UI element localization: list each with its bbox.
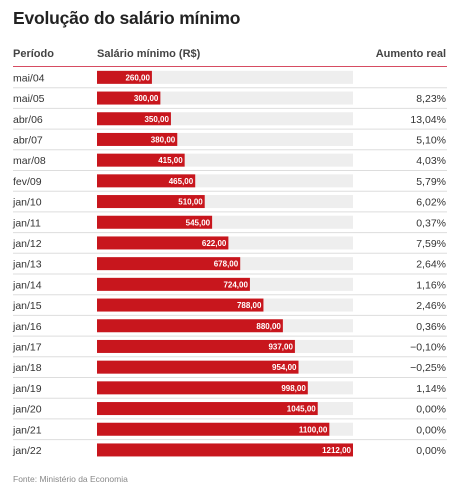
header-divider bbox=[13, 66, 447, 67]
period-label: jan/19 bbox=[12, 383, 42, 395]
period-label: jan/21 bbox=[12, 424, 42, 436]
real-raise-label: 2,46% bbox=[416, 300, 446, 312]
salary-bar bbox=[97, 153, 185, 167]
real-raise-label: 8,23% bbox=[416, 93, 446, 105]
period-label: jan/16 bbox=[12, 321, 42, 333]
bar-value-label: 937,00 bbox=[268, 342, 293, 351]
real-raise-label: 4,03% bbox=[416, 155, 446, 167]
real-raise-label: 5,79% bbox=[416, 176, 446, 188]
header-period: Período bbox=[13, 48, 54, 60]
salary-bar bbox=[97, 339, 295, 353]
salary-bar bbox=[97, 319, 283, 333]
chart-title: Evolução do salário mínimo bbox=[13, 8, 241, 28]
bar-value-label: 954,00 bbox=[272, 363, 297, 372]
real-raise-label: 0,37% bbox=[416, 217, 446, 229]
salary-bar bbox=[97, 215, 213, 229]
real-raise-label: 0,00% bbox=[416, 424, 446, 436]
period-label: jan/13 bbox=[12, 259, 42, 271]
bar-value-label: 622,00 bbox=[202, 239, 227, 248]
bar-value-label: 350,00 bbox=[144, 115, 169, 124]
salary-bar bbox=[97, 402, 318, 416]
real-raise-label: 1,16% bbox=[416, 279, 446, 291]
salary-bar bbox=[97, 132, 178, 146]
bar-value-label: 678,00 bbox=[214, 260, 239, 269]
bar-value-label: 260,00 bbox=[125, 73, 150, 82]
salary-bar bbox=[97, 91, 161, 105]
real-raise-label: 0,00% bbox=[416, 404, 446, 416]
period-label: jan/11 bbox=[12, 217, 41, 229]
salary-bar bbox=[97, 70, 152, 84]
period-label: mai/05 bbox=[13, 93, 45, 105]
bar-value-label: 1100,00 bbox=[299, 425, 328, 434]
bar-value-label: 1045,00 bbox=[287, 405, 316, 414]
bar-track bbox=[97, 70, 353, 84]
bar-value-label: 788,00 bbox=[237, 301, 262, 310]
real-raise-label: 5,10% bbox=[416, 134, 446, 146]
real-raise-label: 1,14% bbox=[416, 383, 446, 395]
salary-bar bbox=[97, 381, 308, 395]
salary-bar bbox=[97, 443, 353, 457]
bar-track bbox=[97, 91, 353, 105]
bar-value-label: 415,00 bbox=[158, 156, 183, 165]
salary-bar bbox=[97, 236, 229, 250]
period-label: jan/20 bbox=[12, 404, 42, 416]
salary-bar bbox=[97, 257, 241, 271]
period-label: mar/08 bbox=[13, 155, 46, 167]
bar-value-label: 545,00 bbox=[186, 218, 211, 227]
header-salary: Salário mínimo (R$) bbox=[97, 48, 201, 60]
real-raise-label: 13,04% bbox=[410, 114, 446, 126]
bar-value-label: 1212,00 bbox=[322, 446, 351, 455]
salary-bar bbox=[97, 174, 196, 188]
period-label: jan/17 bbox=[12, 341, 42, 353]
period-label: jan/18 bbox=[12, 362, 42, 374]
bar-value-label: 300,00 bbox=[134, 94, 159, 103]
period-label: jan/15 bbox=[12, 300, 42, 312]
period-label: abr/07 bbox=[13, 134, 43, 146]
period-label: jan/10 bbox=[12, 197, 42, 209]
period-label: abr/06 bbox=[13, 114, 43, 126]
real-raise-label: −0,25% bbox=[410, 362, 446, 374]
period-label: fev/09 bbox=[13, 176, 42, 188]
salary-bar bbox=[97, 422, 330, 436]
bar-value-label: 998,00 bbox=[281, 384, 306, 393]
real-raise-label: 7,59% bbox=[416, 238, 446, 250]
period-label: jan/14 bbox=[12, 279, 42, 291]
bar-value-label: 510,00 bbox=[178, 198, 203, 207]
period-label: jan/12 bbox=[12, 238, 42, 250]
bar-value-label: 380,00 bbox=[151, 135, 176, 144]
bar-value-label: 465,00 bbox=[169, 177, 194, 186]
salary-bar bbox=[97, 277, 250, 291]
real-raise-label: 6,02% bbox=[416, 197, 446, 209]
period-label: mai/04 bbox=[13, 72, 45, 84]
real-raise-label: 2,64% bbox=[416, 259, 446, 271]
header-real-raise: Aumento real bbox=[375, 48, 446, 60]
bar-value-label: 724,00 bbox=[223, 280, 248, 289]
salary-bar bbox=[97, 360, 299, 374]
period-label: jan/22 bbox=[12, 445, 42, 457]
source-note: Fonte: Ministério da Economia bbox=[13, 474, 128, 484]
table-header: Período Salário mínimo (R$) Aumento real bbox=[0, 48, 462, 62]
real-raise-label: 0,00% bbox=[416, 445, 446, 457]
real-raise-label: 0,36% bbox=[416, 321, 446, 333]
salary-bar bbox=[97, 298, 264, 312]
real-raise-label: −0,10% bbox=[410, 341, 446, 353]
salary-bar-chart: 260,00 mai/04 300,00 mai/05 8,23% 350,00 abr/0… bbox=[12, 70, 447, 457]
salary-bar bbox=[97, 195, 205, 209]
bar-value-label: 880,00 bbox=[256, 322, 281, 331]
salary-bar bbox=[97, 112, 171, 126]
